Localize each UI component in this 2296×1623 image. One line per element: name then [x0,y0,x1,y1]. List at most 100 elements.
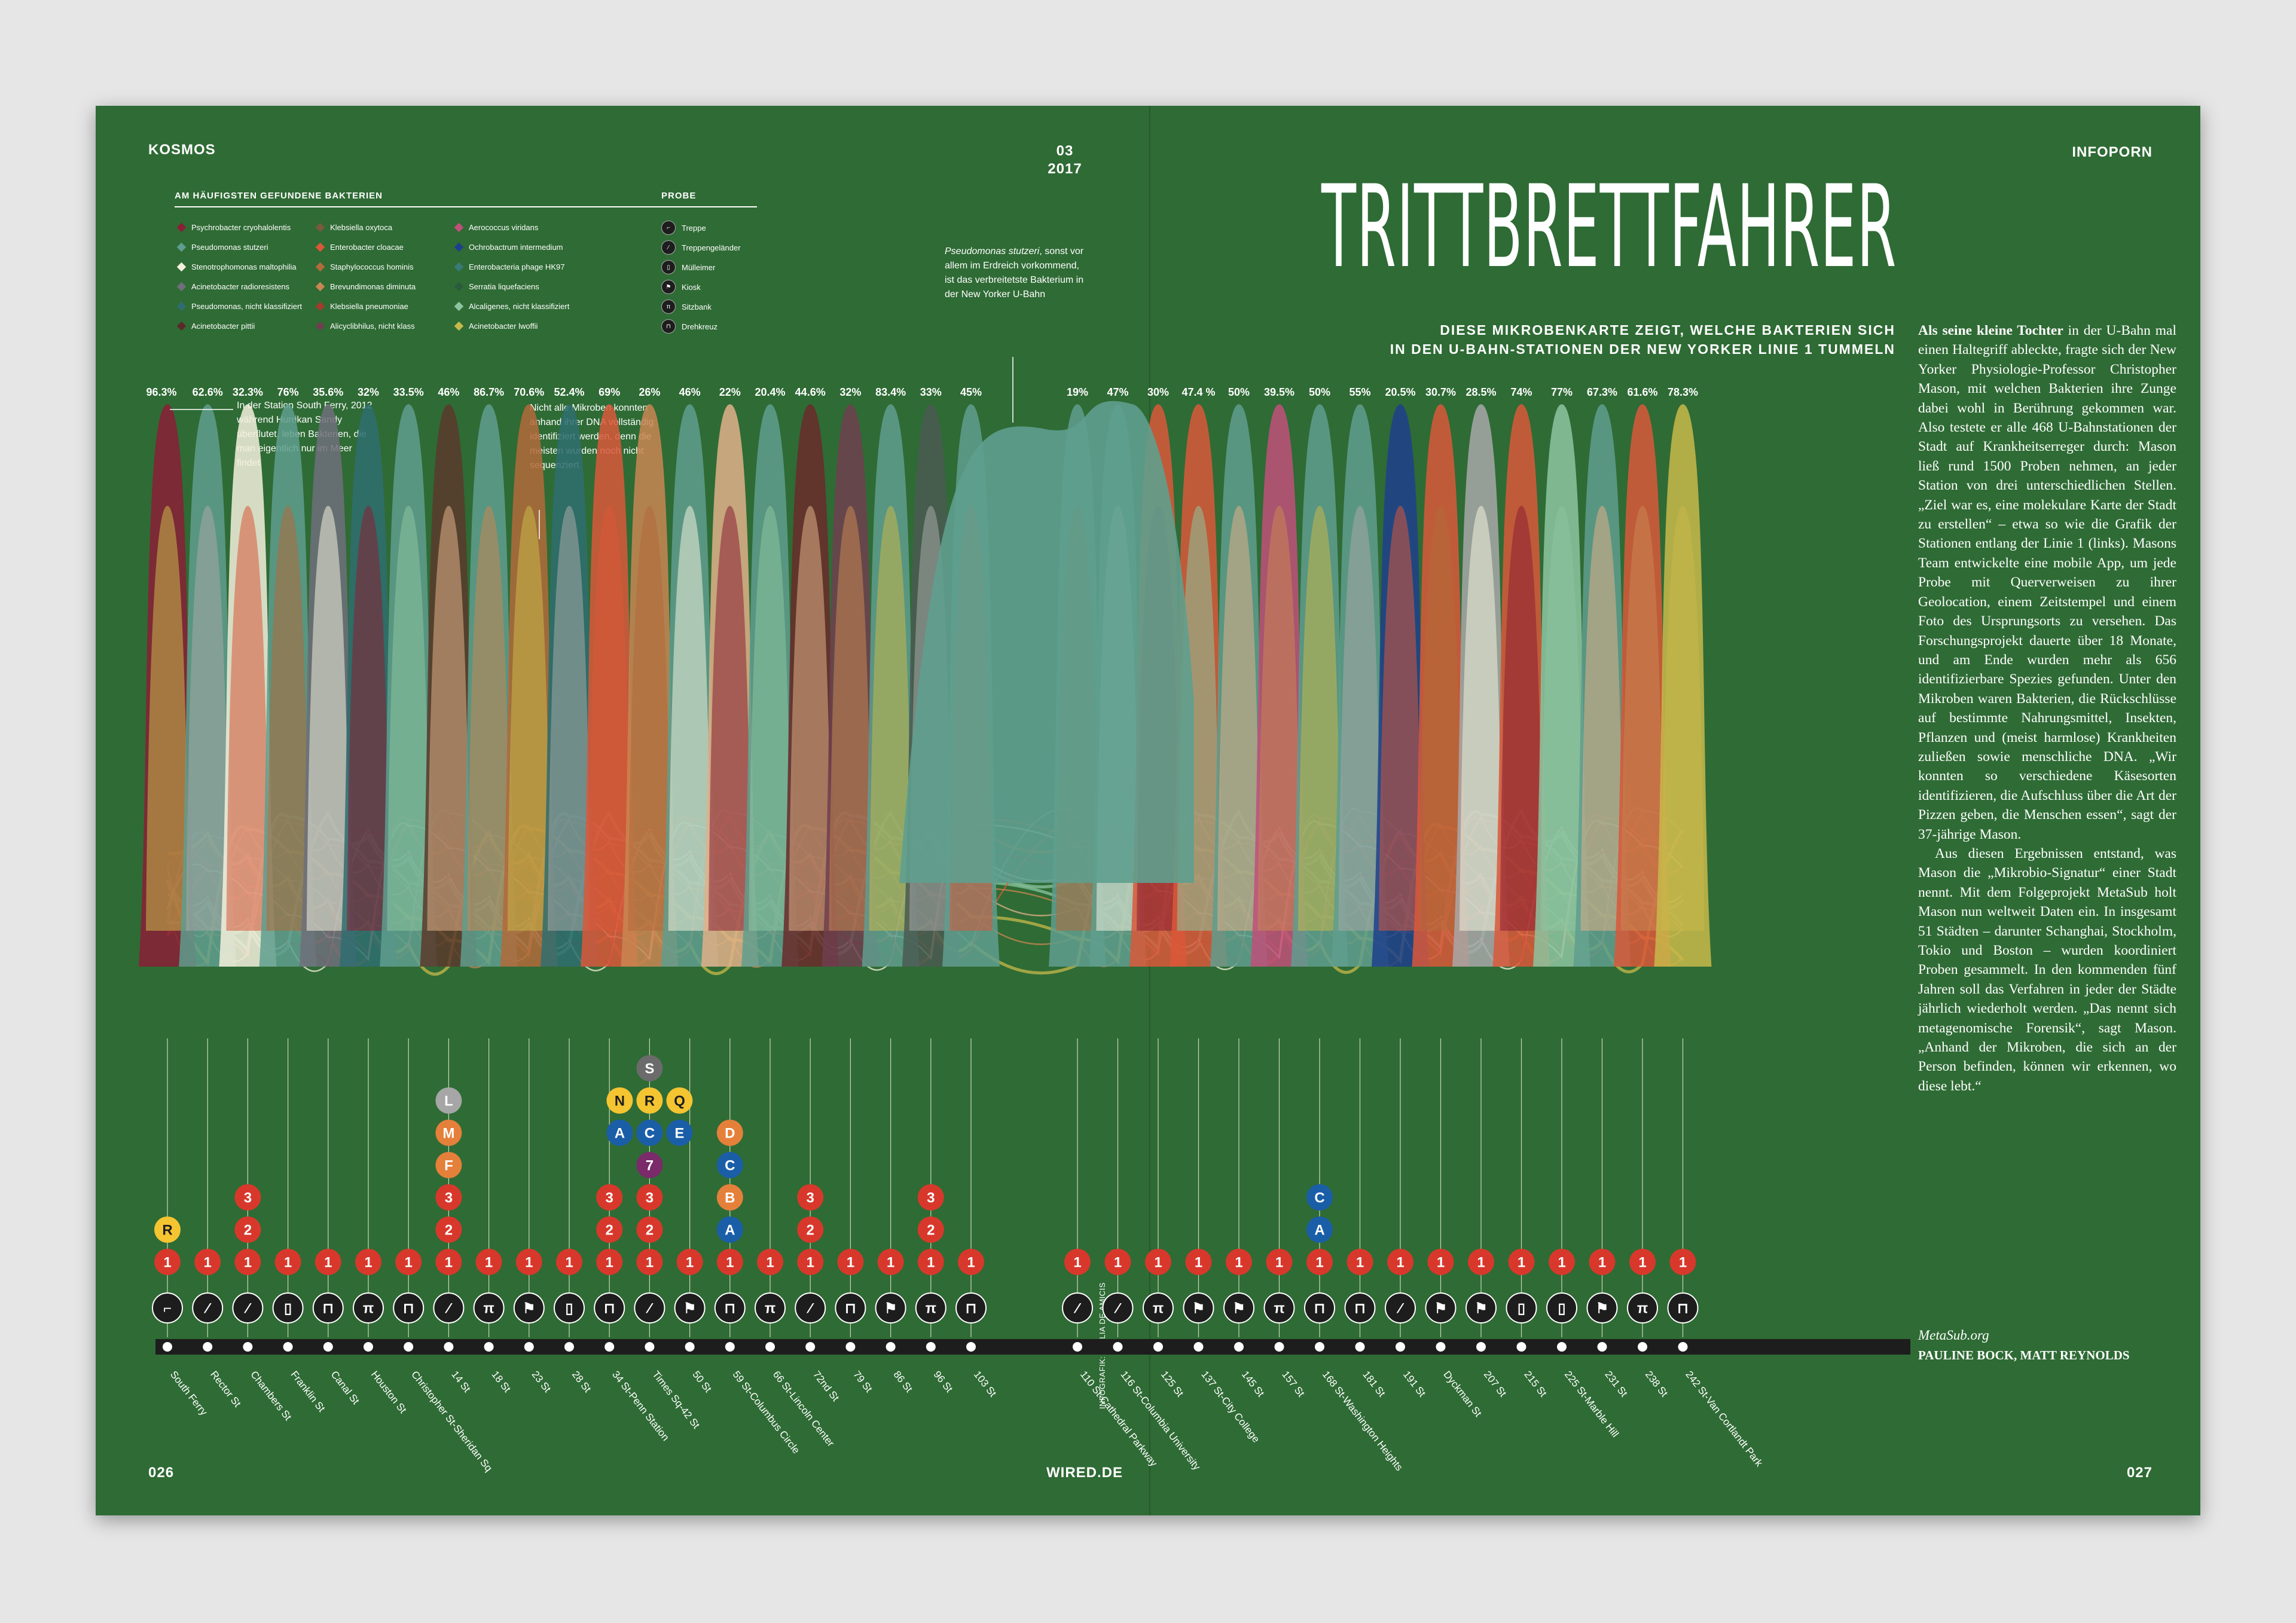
railing-icon [192,1292,224,1324]
probe-label: Treppe [682,223,706,233]
kiosk-icon-glyph: ⚑ [1434,1301,1448,1317]
line-2-label: 2 [927,1222,935,1239]
legend-label: Ochrobactrum intermedium [469,243,563,252]
line-1-label: 1 [364,1255,372,1271]
station-name: 59 St-Columbus Circle [731,1369,802,1456]
station-dot [685,1342,695,1352]
peak-label: 50% [1228,386,1250,398]
bench-icon [353,1292,384,1324]
station-name: 50 St [690,1369,714,1395]
line-1-label: 1 [485,1255,493,1271]
line-N-label: N [615,1093,625,1109]
line-A-label: A [1314,1222,1324,1239]
peak-label: 78.3% [1668,386,1698,398]
probe-label: Mülleimer [682,262,716,272]
legend-label: Acinetobacter radioresistens [191,282,290,291]
station-name: Dyckman St [1441,1369,1484,1419]
line-B-label: B [725,1190,735,1206]
turnstile-icon [393,1292,425,1324]
line-3-badge [435,1184,462,1211]
station-name: 191 St [1401,1369,1428,1399]
railing-icon [1385,1292,1416,1324]
legend-item: Brevundimonas diminuta [315,282,416,292]
turnstile-icon [1667,1292,1699,1324]
station-dot [1476,1342,1486,1352]
line-2-badge [234,1217,261,1243]
line-B-badge [716,1184,743,1211]
line-1-label: 1 [1396,1255,1404,1271]
probe-item: π Sitzbank [661,299,712,314]
legend-label: Alicyclibhilus, nicht klass [330,322,415,331]
line-R-badge [636,1087,663,1114]
turnstile-icon [955,1292,987,1324]
station-dot [1557,1342,1567,1352]
legend-item: Enterobacter cloacae [315,242,404,252]
line-1-label: 1 [686,1255,694,1271]
line-1-label: 1 [1356,1255,1364,1271]
turnstile-icon [594,1292,625,1324]
line-2-badge [435,1217,462,1243]
kiosk-icon [875,1292,906,1324]
probe-label: Treppengeländer [682,243,741,252]
line-1-label: 1 [847,1255,854,1271]
line-2-label: 2 [445,1222,453,1239]
legend-item: Pseudomonas stutzeri [176,242,268,252]
line-1-badge [958,1249,984,1275]
station-dot [364,1342,373,1352]
peak-large [899,401,1194,883]
line-1-badge [676,1249,703,1275]
authors: PAULINE BOCK, MATT REYNOLDS [1918,1348,2130,1362]
kiosk-icon [1183,1292,1214,1324]
legend-label: Enterobacter cloacae [330,243,404,252]
legend-label: Aerococcus viridans [469,223,539,232]
line-1-badge [1549,1249,1575,1275]
peak-label: 28.5% [1465,386,1496,398]
source-link[interactable]: MetaSub.org [1918,1328,1989,1343]
line-1-label: 1 [927,1255,935,1271]
peak-label: 50% [1309,386,1330,398]
station-dot [524,1342,534,1352]
railing-icon: ⁄ [661,240,676,255]
line-1-label: 1 [1195,1255,1202,1271]
legend-item: Stenotrophomonas maltophilia [176,262,297,272]
kiosk-icon-glyph: ⚑ [1232,1301,1245,1317]
line-1-badge [435,1249,462,1275]
legend-label: Staphylococcus hominis [330,262,414,271]
line-1-label: 1 [1638,1255,1646,1271]
note-species-text: , sonst vor allem im Erdreich vorkommend… [945,246,1084,299]
station-name: 110 St-Cathedral Parkway [1078,1369,1160,1469]
line-1-label: 1 [1275,1255,1283,1271]
article-body: Als seine kleine Tochter in der U-Bahn m… [1918,321,2176,1096]
kiosk-icon-glyph: ⚑ [1596,1301,1609,1317]
probe-rule [661,206,757,207]
peak-label: 47.4 % [1181,386,1215,398]
station-dot [564,1342,574,1352]
kiosk-icon [1425,1292,1457,1324]
station-dot [966,1342,976,1352]
line-1-label: 1 [1477,1255,1485,1271]
line-1-label: 1 [1114,1255,1122,1271]
peak-label: 46% [438,386,459,398]
line-2-badge [596,1217,623,1243]
peak-label: 22% [719,386,741,398]
line-1-label: 1 [807,1255,814,1271]
peak-secondary [668,506,712,931]
line-1-badge [1387,1249,1413,1275]
line-1-label: 1 [766,1255,774,1271]
line-1-badge [1508,1249,1535,1275]
line-1-label: 1 [1154,1255,1162,1271]
line-M-badge [435,1120,462,1146]
probe-item: ▯ Mülleimer [661,260,715,274]
line-1-badge [917,1249,944,1275]
peak-secondary [588,506,631,931]
peak-label: 76% [277,386,299,398]
line-1-badge [1468,1249,1494,1275]
railing-icon [433,1292,465,1324]
peak-secondary [1419,506,1463,931]
bench-icon [1263,1292,1295,1324]
station-dot [203,1342,213,1352]
line-1-label: 1 [646,1255,654,1271]
line-R-badge [154,1217,181,1243]
line-Q-label: Q [674,1093,685,1109]
page-number-left: 026 [148,1465,175,1481]
